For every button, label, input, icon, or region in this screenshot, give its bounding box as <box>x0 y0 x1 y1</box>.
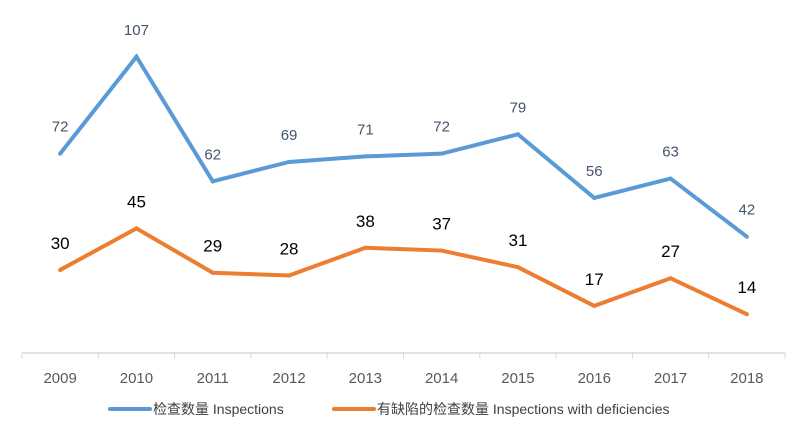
data-label: 31 <box>508 231 527 250</box>
data-point <box>515 132 520 137</box>
data-label: 79 <box>510 99 527 116</box>
data-label: 30 <box>51 234 70 253</box>
legend-label-1: 有缺陷的检查数量 Inspections with deficiencies <box>377 401 670 417</box>
data-point <box>744 312 749 317</box>
x-tick-label: 2011 <box>197 370 229 387</box>
data-label: 72 <box>52 119 69 136</box>
data-label: 107 <box>124 22 149 39</box>
data-point <box>439 248 444 253</box>
x-tick-label: 2016 <box>578 370 611 387</box>
data-label: 69 <box>281 127 298 144</box>
x-tick-label: 2018 <box>730 370 763 387</box>
data-point <box>363 245 368 250</box>
data-point <box>58 267 63 272</box>
data-label: 29 <box>203 237 222 256</box>
data-point <box>287 159 292 164</box>
data-point <box>668 276 673 281</box>
x-tick-label: 2009 <box>43 370 76 387</box>
data-point <box>210 179 215 184</box>
data-point <box>515 265 520 270</box>
data-label: 27 <box>661 242 680 261</box>
data-point <box>668 176 673 181</box>
data-point <box>592 303 597 308</box>
data-label: 63 <box>662 144 679 161</box>
data-label: 56 <box>586 163 603 180</box>
data-label: 72 <box>433 119 450 136</box>
data-point <box>363 154 368 159</box>
data-point <box>439 151 444 156</box>
x-tick-label: 2013 <box>349 370 382 387</box>
series-line-1 <box>59 226 748 317</box>
x-tick-label: 2012 <box>272 370 305 387</box>
x-tick-label: 2014 <box>425 370 458 387</box>
data-point <box>210 270 215 275</box>
data-point <box>744 234 749 239</box>
data-point <box>592 195 597 200</box>
data-point <box>58 151 63 156</box>
data-label: 38 <box>356 212 375 231</box>
x-tick-label: 2017 <box>654 370 687 387</box>
data-point <box>134 54 139 59</box>
data-label: 28 <box>280 239 299 258</box>
data-label: 62 <box>204 146 221 163</box>
data-label: 17 <box>585 270 604 289</box>
data-label: 71 <box>357 121 374 138</box>
data-label: 42 <box>739 202 756 219</box>
data-point <box>287 273 292 278</box>
data-label: 37 <box>432 215 451 234</box>
series-line-0 <box>58 53 749 239</box>
data-label: 45 <box>127 192 146 211</box>
x-tick-label: 2015 <box>501 370 534 387</box>
data-point <box>134 226 139 231</box>
legend-label-0: 检查数量 Inspections <box>153 401 284 417</box>
x-tick-label: 2010 <box>120 370 153 387</box>
data-label: 14 <box>737 278 756 297</box>
